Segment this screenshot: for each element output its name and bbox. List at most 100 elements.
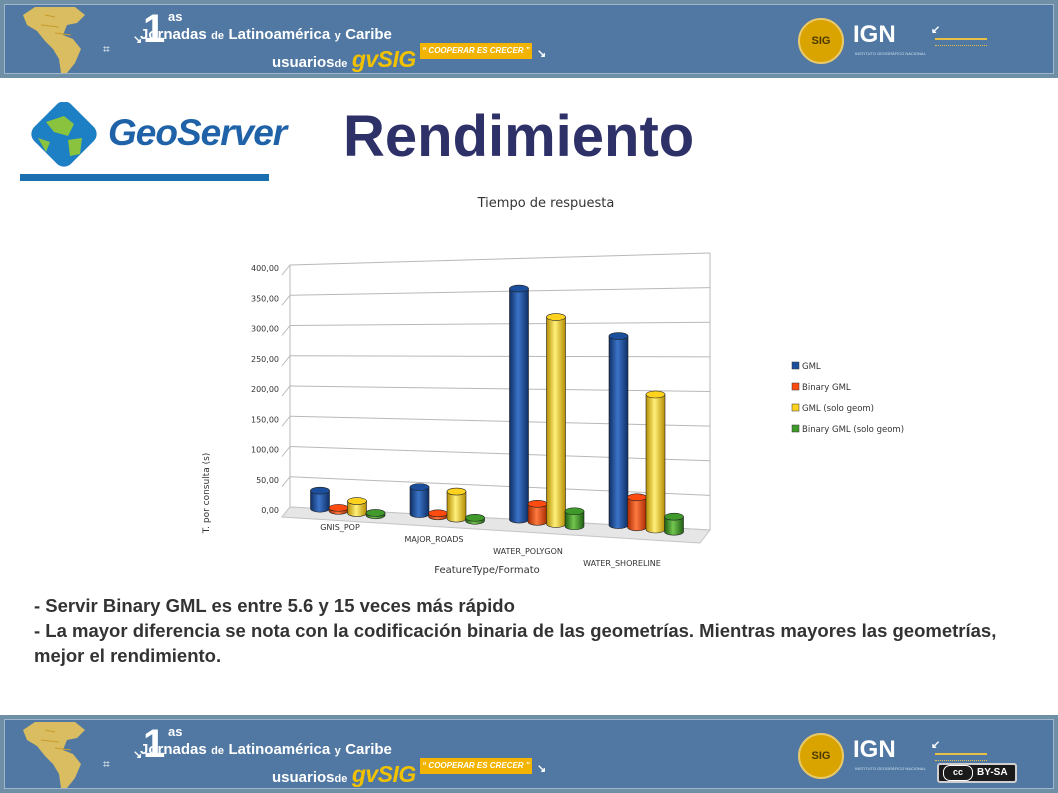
arrow-icon: ↙ [931, 739, 941, 751]
bar-body [509, 288, 529, 524]
bar-top [409, 483, 430, 491]
bar-top [365, 509, 386, 517]
globe-icon [31, 102, 97, 167]
license-text: BY-SA [977, 767, 1008, 778]
americas-map-icon: ⌗ [23, 7, 110, 73]
legend-swatch [791, 361, 800, 370]
page-title: Rendimiento [343, 104, 695, 169]
footer-banner: ⌗ ↘ 1 as Jornadas de Latinoamérica y Car… [0, 715, 1058, 793]
license-badge: cc BY-SA [937, 763, 1017, 783]
bar-WATER_POLYGON-1 [527, 500, 548, 526]
bar-body [645, 394, 666, 534]
gridline-side [281, 385, 291, 397]
svg-text:⌗: ⌗ [103, 42, 110, 56]
bar-top [608, 332, 629, 340]
gvsig-logo: gvSIG [351, 46, 416, 72]
x-tick-label: WATER_POLYGON [493, 547, 563, 556]
legend-label: Binary GML (solo geom) [802, 425, 904, 435]
ign-subtitle: INSTITUTO GEOGRÁFICO NACIONAL [855, 766, 926, 771]
americas-map-icon: ⌗ [23, 722, 110, 788]
y-tick-label: 150,00 [251, 415, 279, 424]
bar-top [465, 513, 485, 522]
decorative-lines [935, 753, 987, 761]
edition-number: 1 [143, 722, 166, 766]
gridline [289, 476, 711, 496]
arrow-icon: ↘ [133, 749, 143, 761]
bar-WATER_POLYGON-2 [546, 313, 566, 528]
logo-underline [20, 174, 269, 181]
bar-MAJOR_ROADS-1 [428, 509, 448, 521]
ign-logo: IGN [853, 21, 896, 48]
bar-top [645, 390, 666, 399]
y-tick-label: 200,00 [251, 385, 279, 394]
banner-line-1: Jornadas de Latinoamérica y Caribe [140, 26, 392, 43]
arrow-icon: ↘ [133, 34, 143, 46]
gridline [289, 252, 711, 266]
x-tick-label: MAJOR_ROADS [404, 535, 463, 544]
chart-title: Tiempo de respuesta [477, 196, 615, 211]
bar-GNIS_POP-1 [328, 504, 349, 515]
bar-top [328, 504, 349, 512]
bar-body [446, 491, 467, 523]
y-tick-label: 300,00 [251, 325, 279, 334]
arrow-icon: ↘ [537, 48, 547, 60]
header-banner: ⌗ ↘ 1 as Jornadas de Latinoamérica y Car… [0, 0, 1058, 78]
arrow-icon: ↘ [537, 763, 547, 775]
x-axis-label: FeatureType/Formato [434, 565, 539, 576]
legend-label: GML [802, 362, 821, 372]
ign-logo: IGN [853, 736, 896, 763]
banner-line-2: usuariosde gvSIG [272, 761, 416, 787]
decorative-lines [935, 38, 987, 46]
bullet-2: - La mayor diferencia se nota con la cod… [34, 620, 997, 666]
geoserver-logo: GeoServer [20, 102, 287, 181]
bar-top [564, 507, 585, 516]
legend-swatch [791, 424, 800, 433]
bar-top [527, 500, 548, 508]
gridline-side [281, 415, 291, 427]
bar-body [664, 516, 684, 536]
chart-floor [281, 506, 711, 544]
y-axis-ticks: 0,00 50,00 100,00 150,00 200,00 250,00 300,00 3… [251, 264, 279, 515]
bar-body [546, 316, 566, 528]
bar-MAJOR_ROADS-3 [465, 513, 485, 525]
gridline-side [281, 355, 291, 367]
edition-superscript: as [168, 9, 183, 24]
sig-logo: SIG [798, 733, 844, 779]
bar-WATER_POLYGON-3 [564, 507, 585, 531]
edition-superscript: as [168, 724, 183, 739]
gridline-side [281, 264, 291, 276]
bar-top [347, 497, 367, 505]
footer-banner-panel: ⌗ ↘ 1 as Jornadas de Latinoamérica y Car… [4, 719, 1054, 789]
body-text: - Servir Binary GML es entre 5.6 y 15 ve… [34, 593, 1034, 668]
response-time-chart: Tiempo de respuesta T. por consulta (s) … [202, 196, 904, 576]
chart-gridlines [281, 252, 711, 544]
bar-GNIS_POP-0 [310, 486, 330, 513]
bar-top [446, 487, 467, 496]
bar-body [564, 510, 585, 531]
bar-top [664, 512, 684, 521]
gridline [289, 355, 711, 358]
bar-GNIS_POP-2 [347, 497, 367, 517]
bar-MAJOR_ROADS-2 [446, 487, 467, 523]
y-axis-label: T. por consulta (s) [202, 453, 212, 535]
bar-body [608, 335, 629, 529]
y-tick-label: 0,00 [261, 506, 279, 515]
y-tick-label: 100,00 [251, 446, 279, 455]
x-tick-label: WATER_SHORELINE [583, 559, 661, 568]
legend-label: Binary GML [802, 383, 851, 393]
bar-WATER_SHORELINE-2 [645, 390, 666, 534]
banner-line-1: Jornadas de Latinoamérica y Caribe [140, 741, 392, 758]
ign-subtitle: INSTITUTO GEOGRÁFICO NACIONAL [855, 51, 926, 56]
bar-MAJOR_ROADS-0 [409, 483, 430, 518]
gridline-side [281, 294, 291, 306]
svg-text:⌗: ⌗ [103, 757, 110, 771]
x-tick-label: GNIS_POP [320, 523, 360, 532]
gridline-side [281, 325, 291, 336]
gridline-side [281, 476, 291, 488]
x-axis-ticks: GNIS_POP MAJOR_ROADS WATER_POLYGON WATER_SH… [320, 523, 661, 568]
y-tick-label: 350,00 [251, 294, 279, 303]
arrow-icon: ↙ [931, 24, 941, 36]
header-banner-panel: ⌗ ↘ 1 as Jornadas de Latinoamérica y Car… [4, 4, 1054, 74]
banner-line-2: usuariosde gvSIG [272, 46, 416, 72]
legend-swatch [791, 382, 800, 391]
